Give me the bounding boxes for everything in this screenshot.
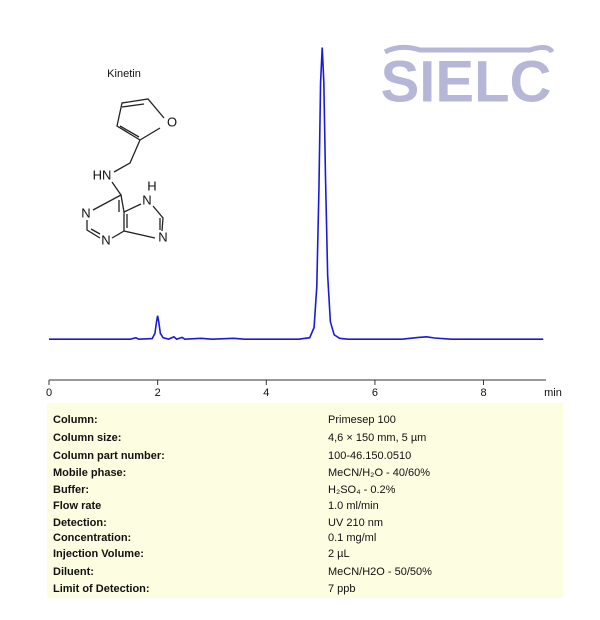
table-value: 100-46.150.0510 — [328, 450, 411, 462]
table-background — [47, 403, 563, 598]
table-label: Flow rate — [53, 500, 101, 512]
table-value: 2 µL — [328, 548, 350, 560]
table-label: Diluent: — [53, 566, 94, 578]
atom-label: N — [81, 205, 90, 220]
table-value: 1.0 ml/min — [328, 500, 379, 512]
table-value: 7 ppb — [328, 583, 356, 595]
table-label: Column part number: — [53, 450, 165, 462]
table-label: Buffer: — [53, 484, 89, 496]
x-tick-label: 6 — [372, 387, 378, 399]
x-tick-label: 8 — [480, 387, 486, 399]
structure — [86, 98, 165, 239]
table-label: Injection Volume: — [53, 548, 144, 560]
table-label: Column: — [53, 414, 98, 426]
table-label: Mobile phase: — [53, 467, 126, 479]
trace — [49, 47, 544, 341]
atom-label: HN — [93, 167, 112, 182]
atom-label: N — [142, 192, 151, 207]
purine-bonds — [86, 139, 164, 239]
atom-label: O — [167, 114, 177, 129]
x-tick-label: 2 — [155, 387, 161, 399]
table-label: Column size: — [53, 432, 121, 444]
furan-bonds — [116, 98, 165, 141]
x-tick-label: 0 — [46, 387, 52, 399]
atom-label: H — [147, 178, 156, 193]
table-value: UV 210 nm — [328, 517, 383, 529]
atom-label: N — [101, 232, 110, 247]
table-value: H₂SO₄ - 0.2% — [328, 484, 396, 496]
table-value: 0.1 mg/ml — [328, 532, 376, 544]
table-label: Detection: — [53, 517, 107, 529]
logo-arc — [383, 44, 555, 55]
table-label: Concentration: — [53, 532, 131, 544]
compound-name: Kinetin — [107, 68, 141, 80]
table-label: Limit of Detection: — [53, 583, 150, 595]
x-tick-label: 4 — [263, 387, 269, 399]
table-value: MeCN/H₂O - 40/60% — [328, 467, 430, 479]
logo: SIELC — [381, 49, 552, 114]
table-value: Primesep 100 — [328, 414, 396, 426]
table-value: MeCN/H2O - 50/50% — [328, 566, 432, 578]
table-value: 4,6 × 150 mm, 5 µm — [328, 432, 426, 444]
x-axis-label: min — [544, 387, 562, 399]
atom-label: N — [158, 229, 167, 244]
